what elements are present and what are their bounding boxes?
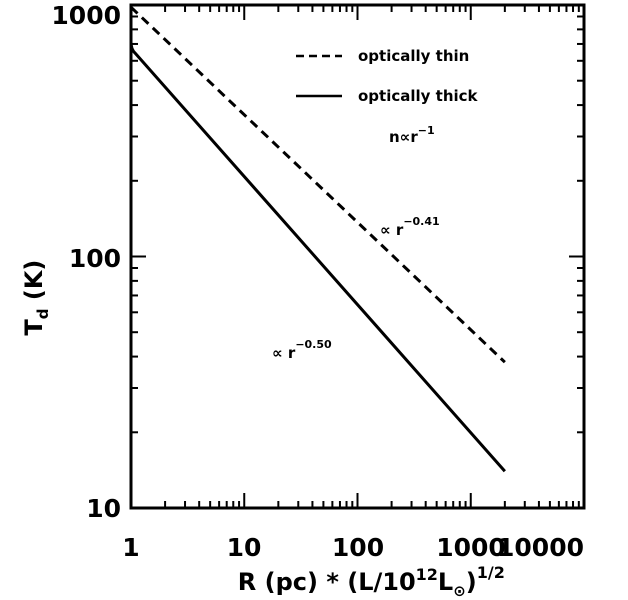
y-axis-title: Td (K) — [20, 235, 52, 378]
y-axis-title-main: T — [20, 319, 48, 336]
x-axis-title: R (pc) * (L/1012L⊙)1/2 — [196, 556, 530, 600]
annotation-density-law-exponent: −1 — [418, 124, 435, 137]
plot-frame — [129, 3, 586, 510]
series-line-optically-thin — [129, 6, 506, 364]
series-line-optically-thick — [129, 34, 506, 473]
x-tick-label: 100 — [332, 533, 384, 562]
x-axis-title-power: 1/2 — [477, 563, 505, 582]
legend: optically thin optically thick — [296, 47, 479, 105]
legend-label-thin: optically thin — [358, 47, 469, 65]
annotation-thick-slope-base: ∝ r — [272, 344, 296, 362]
tick-marks — [130, 4, 585, 509]
y-tick-label: 100 — [69, 244, 121, 273]
annotation-thin-slope-exponent: −0.41 — [403, 215, 439, 228]
x-tick-label: 1 — [122, 533, 139, 562]
x-axis-title-sun-symbol: ⊙ — [453, 582, 466, 600]
x-tick-label: 1000 — [436, 533, 506, 562]
annotation-thick-slope-exponent: −0.50 — [295, 338, 332, 351]
y-tick-label: 10 — [86, 494, 121, 523]
annotation-density-law: n∝r−1 — [389, 124, 435, 146]
y-tick-label: 1000 — [51, 1, 121, 30]
x-axis-title-prefix: R (pc) * (L/10 — [238, 568, 416, 596]
legend-label-thick: optically thick — [358, 87, 479, 105]
y-axis-title-unit: (K) — [20, 260, 48, 309]
series-layer — [129, 6, 506, 473]
x-axis-title-exponent: 12 — [416, 565, 438, 584]
annotation-density-law-base: n∝r — [389, 128, 418, 146]
x-tick-label: 10 — [227, 533, 262, 562]
annotation-thin-slope-base: ∝ r — [380, 221, 404, 239]
x-axis-title-mid: L — [438, 568, 453, 596]
y-tick-labels: 10 100 1000 — [51, 1, 121, 523]
x-tick-label: 10000 — [497, 533, 584, 562]
annotation-thin-slope: ∝ r−0.41 — [380, 215, 440, 239]
annotation-thick-slope: ∝ r−0.50 — [272, 338, 332, 362]
x-axis-title-close: ) — [466, 568, 477, 596]
y-axis-title-subscript: d — [34, 309, 52, 320]
x-tick-labels: 1 10 100 1000 10000 — [122, 533, 584, 562]
